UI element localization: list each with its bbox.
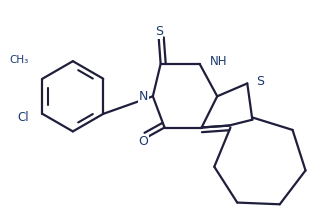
Text: CH₃: CH₃ (10, 55, 29, 65)
Text: S: S (155, 25, 163, 38)
Text: Cl: Cl (17, 111, 29, 124)
Text: N: N (139, 90, 148, 103)
Text: S: S (256, 75, 264, 88)
Text: O: O (138, 135, 148, 148)
Text: NH: NH (209, 56, 227, 68)
